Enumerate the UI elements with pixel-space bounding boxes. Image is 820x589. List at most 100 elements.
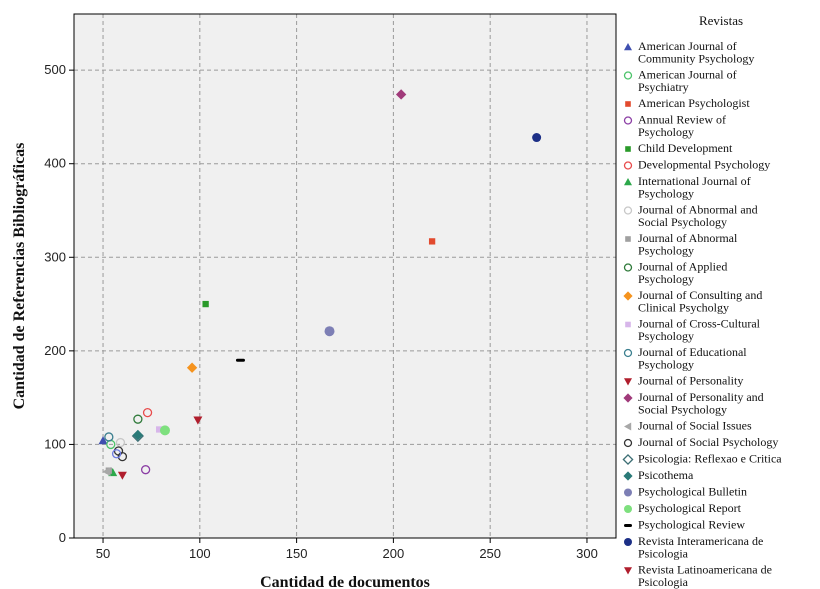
legend-marker (625, 321, 631, 328)
legend-label: Journal of Social Issues (638, 419, 752, 433)
y-tick-label: 300 (44, 249, 66, 264)
data-point (132, 429, 144, 441)
legend-entry: American Journal of Psychiatry (623, 68, 737, 95)
legend-title: Revistas (699, 13, 743, 28)
legend-marker (624, 567, 632, 575)
legend-entry: Psychological Report (624, 501, 742, 515)
data-point (532, 133, 542, 143)
legend-entry: Psicologia: Reflexao e Critica (622, 452, 782, 466)
legend-marker (624, 505, 632, 513)
x-tick-label: 50 (96, 546, 110, 561)
legend-label: Revista Latinoamericana de Psicologia (638, 563, 772, 589)
x-tick-label: 150 (286, 546, 308, 561)
legend-marker (623, 348, 633, 358)
legend-entry: Journal of Abnormal Psychology (625, 231, 738, 258)
legend-label: Journal of Social Psychology (638, 435, 778, 449)
legend-entry: Child Development (625, 141, 733, 155)
legend-marker (624, 524, 632, 527)
data-point (324, 326, 335, 337)
legend-label: Revista Interamericana de Psicologia (638, 534, 763, 561)
legend-entry: Journal of Social Issues (624, 419, 752, 433)
data-point (186, 362, 198, 373)
data-point (142, 407, 153, 418)
data-point (115, 437, 126, 448)
x-tick-label: 100 (189, 546, 211, 561)
data-point (235, 358, 245, 362)
legend-label: Journal of Personality and Social Psychol… (638, 390, 764, 417)
legend-entry: Journal of Personality and Social Psychol… (623, 390, 764, 417)
legend-label: Psicothema (638, 468, 694, 482)
legend-entry: Journal of Consulting and Clinical Psycho… (623, 288, 762, 315)
x-tick-label: 250 (479, 546, 501, 561)
y-tick-label: 400 (44, 156, 66, 171)
y-tick-label: 100 (44, 436, 66, 451)
legend-label: American Journal of Psychiatry (638, 68, 737, 95)
y-tick-label: 0 (59, 530, 66, 545)
legend-entry: Revista Interamericana de Psicologia (624, 534, 763, 561)
legend-label: Journal of Cross-Cultural Psychology (638, 317, 761, 344)
data-point (113, 446, 124, 456)
data-point (202, 300, 209, 308)
legend-marker (623, 393, 633, 403)
legend-label: Journal of Applied Psychology (638, 260, 727, 287)
legend-marker (623, 71, 633, 80)
legend-marker (624, 488, 632, 497)
data-point (102, 467, 111, 477)
legend-label: Developmental Psychology (638, 158, 770, 172)
legend-entry: Developmental Psychology (623, 158, 770, 172)
y-tick-label: 200 (44, 343, 66, 358)
legend-label: Psychological Bulletin (638, 485, 747, 499)
legend-entry: Annual Review of Psychology (623, 113, 726, 140)
legend-marker (622, 453, 634, 466)
x-tick-label: 300 (576, 546, 598, 561)
legend-entry: Journal of Educational Psychology (623, 345, 747, 372)
legend-marker (624, 422, 632, 431)
legend-label: Child Development (638, 141, 733, 155)
legend-marker (623, 471, 633, 481)
legend-marker (623, 291, 633, 301)
legend-label: American Journal of Community Psychology (638, 39, 754, 66)
data-point (117, 471, 127, 480)
data-point (193, 416, 203, 425)
legend-label: Journal of Educational Psychology (638, 345, 747, 372)
legend-entry: Psychological Review (624, 518, 745, 532)
data-point (111, 449, 122, 459)
legend-label: Psychological Report (638, 501, 742, 515)
legend-label: Psychological Review (638, 518, 745, 532)
legend-entry: International Journal of Psychology (624, 174, 751, 201)
legend-label: Journal of Abnormal and Social Psychology (638, 203, 758, 230)
legend-label: Annual Review of Psychology (638, 113, 726, 140)
x-axis-label: Cantidad de documentos (260, 574, 430, 589)
legend-label: Journal of Consulting and Clinical Psycho… (638, 288, 762, 315)
legend-marker (623, 263, 633, 272)
plot-background (74, 14, 616, 538)
data-points (98, 89, 542, 480)
data-point (428, 238, 436, 245)
data-point (98, 436, 108, 445)
x-tick-label: 200 (383, 546, 405, 561)
plot-frame (73, 13, 617, 539)
legend-entry: American Psychologist (625, 96, 750, 110)
data-point (133, 414, 143, 424)
legend-marker (624, 378, 632, 386)
legend-label: International Journal of Psychology (638, 174, 751, 201)
data-point (395, 89, 407, 100)
axes (69, 13, 617, 543)
legend: Revistas American Journal of Community Ps… (622, 13, 782, 589)
legend-marker (624, 538, 632, 546)
legend-label: American Psychologist (638, 96, 750, 110)
legend-entry: Journal of Social Psychology (623, 435, 778, 449)
legend-entry: Journal of Applied Psychology (623, 260, 727, 287)
legend-label: Journal of Abnormal Psychology (638, 231, 738, 258)
y-axis-label: Cantidad de Referencias Bibliográficas (11, 143, 28, 410)
legend-label: Journal of Personality (638, 374, 743, 388)
legend-marker (624, 178, 632, 186)
legend-marker (625, 146, 631, 152)
legend-entry: Journal of Cross-Cultural Psychology (625, 317, 761, 344)
legend-marker (623, 161, 633, 170)
legend-entry: Revista Latinoamericana de Psicologia (624, 563, 772, 589)
legend-marker (624, 43, 632, 51)
legend-label: Psicologia: Reflexao e Critica (638, 452, 782, 466)
legend-entry: Psicothema (623, 468, 694, 482)
